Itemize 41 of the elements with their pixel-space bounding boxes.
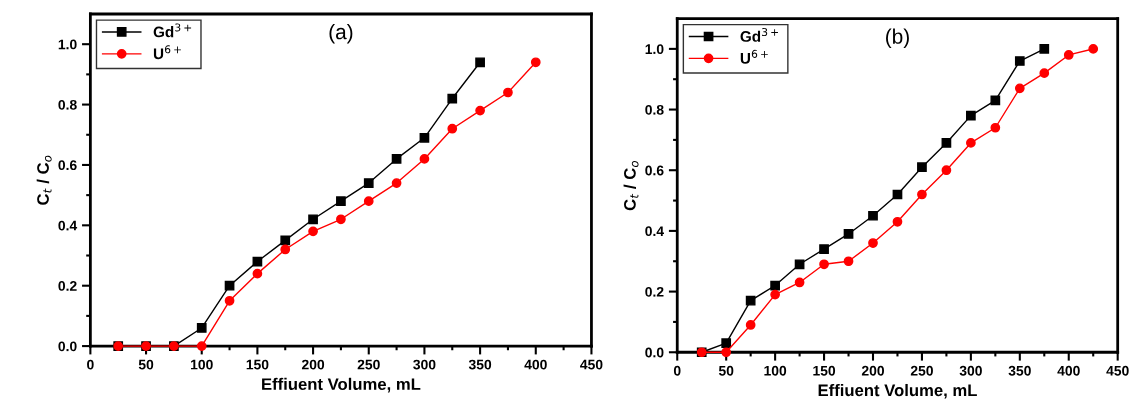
x-tick-label: 350 bbox=[1008, 365, 1031, 376]
x-axis-title: Effiuent Volume, mL bbox=[818, 383, 977, 399]
legend-label: Gd$^{3+}$ bbox=[740, 27, 778, 42]
y-tick-label: 0.4 bbox=[58, 220, 78, 231]
x-tick-label: 250 bbox=[910, 365, 933, 376]
y-tick-label: 0.8 bbox=[645, 104, 664, 115]
x-tick-label: 250 bbox=[357, 359, 380, 370]
x-tick-label: 200 bbox=[861, 365, 885, 376]
y-tick-label: 0.6 bbox=[58, 160, 77, 171]
x-tick-label: 400 bbox=[524, 359, 547, 370]
chart-title: (a) bbox=[329, 23, 353, 44]
y-tick-label: 0.2 bbox=[58, 281, 77, 291]
y-tick-label: 0.8 bbox=[58, 99, 77, 110]
y-tick-label: 0.0 bbox=[645, 347, 664, 358]
x-tick-label: 100 bbox=[764, 365, 787, 376]
x-tick-label: 450 bbox=[580, 359, 603, 370]
legend-label: Gd$^{3+}$ bbox=[153, 23, 192, 38]
x-tick-label: 150 bbox=[813, 365, 836, 376]
y-tick-label: 1.0 bbox=[58, 39, 77, 50]
x-tick-label: 150 bbox=[246, 359, 269, 370]
x-tick-label: 0 bbox=[87, 359, 94, 370]
chart-title: (b) bbox=[886, 28, 909, 48]
y-tick-label: 0.2 bbox=[645, 286, 664, 297]
x-tick-label: 400 bbox=[1057, 365, 1080, 376]
x-tick-label: 350 bbox=[468, 359, 492, 370]
x-tick-label: 450 bbox=[1106, 365, 1129, 376]
y-axis-title: C$_{t}$ / C$_{o}$ bbox=[36, 155, 52, 205]
legend-label: U$^{6+}$ bbox=[740, 49, 768, 64]
y-tick-label: 0.6 bbox=[645, 165, 664, 176]
x-tick-label: 50 bbox=[138, 359, 154, 370]
x-tick-label: 100 bbox=[191, 359, 213, 370]
y-axis-title: C$_{t}$ / C$_{o}$ bbox=[623, 160, 639, 211]
x-tick-label: 0 bbox=[673, 365, 681, 376]
x-axis-title: Effiuent Volume, mL bbox=[262, 377, 421, 393]
x-tick-label: 50 bbox=[718, 365, 734, 376]
x-tick-label: 300 bbox=[959, 365, 982, 376]
legend-label: U$^{6+}$ bbox=[153, 45, 181, 60]
x-tick-label: 300 bbox=[413, 359, 436, 370]
y-tick-label: 1.0 bbox=[645, 44, 664, 55]
x-tick-label: 200 bbox=[301, 359, 325, 370]
y-tick-label: 0.4 bbox=[645, 226, 664, 237]
